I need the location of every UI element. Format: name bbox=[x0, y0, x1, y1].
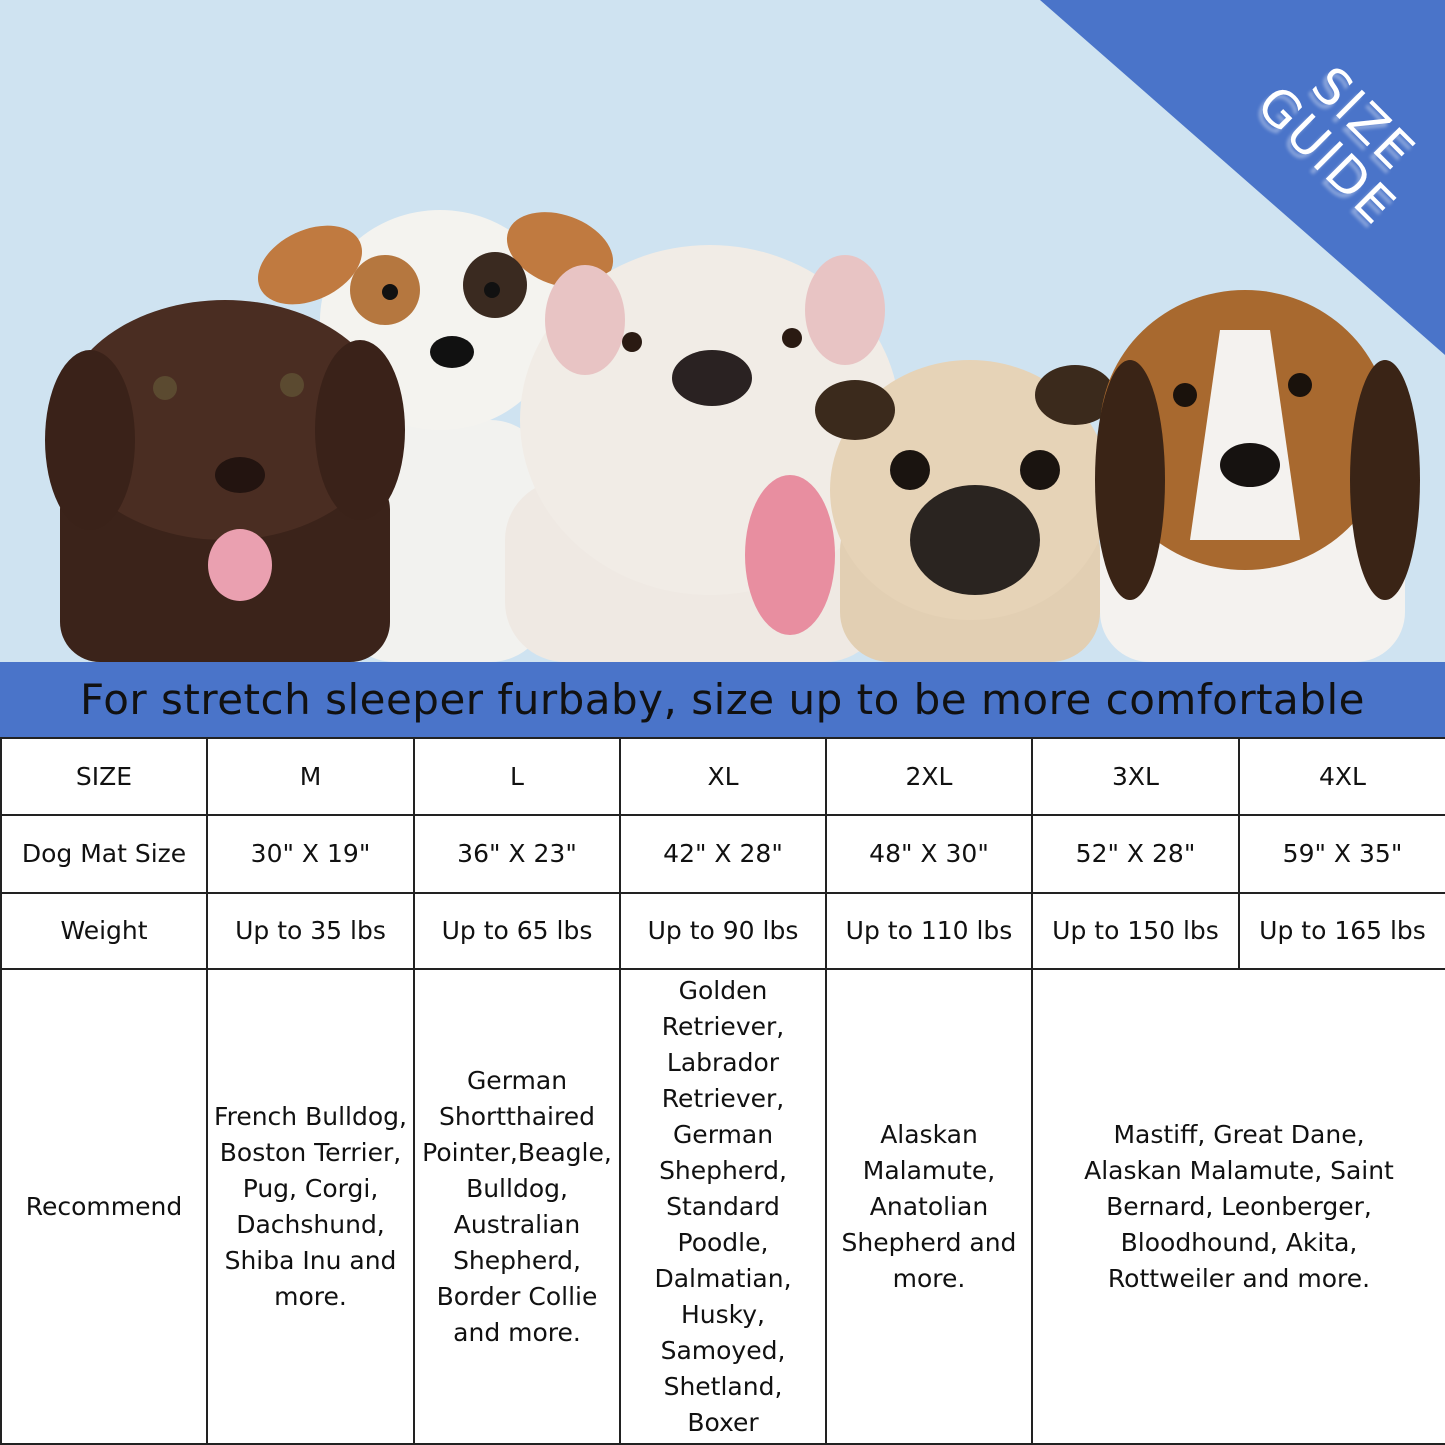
table-cell: Up to 110 lbs bbox=[825, 892, 1033, 970]
header-cell: SIZE bbox=[0, 737, 208, 816]
dog-chocolate-lab bbox=[45, 300, 405, 662]
table-cell: Golden Retriever, Labrador Retriever, Ge… bbox=[619, 968, 827, 1445]
table-cell: Up to 65 lbs bbox=[413, 892, 621, 970]
header-cell: XL bbox=[619, 737, 827, 816]
table-cell: German Shortthaired Pointer,Beagle, Bull… bbox=[413, 968, 621, 1445]
corner-banner bbox=[1040, 0, 1445, 355]
row-label: Recommend bbox=[0, 968, 208, 1445]
header-cell: 3XL bbox=[1031, 737, 1240, 816]
row-label: Weight bbox=[0, 892, 208, 970]
table-row-recommend: Recommend French Bulldog, Boston Terrier… bbox=[0, 968, 1445, 1445]
table-cell: Up to 35 lbs bbox=[206, 892, 415, 970]
table-cell: Up to 165 lbs bbox=[1238, 892, 1445, 970]
dogs-photo: SIZE GUIDE bbox=[0, 0, 1445, 662]
table-cell: 36" X 23" bbox=[413, 814, 621, 894]
table-cell-merged: Mastiff, Great Dane, Alaskan Malamute, S… bbox=[1031, 968, 1445, 1445]
header-cell: 4XL bbox=[1238, 737, 1445, 816]
dogs-illustration bbox=[45, 0, 1445, 662]
table-cell: Up to 90 lbs bbox=[619, 892, 827, 970]
table-cell: 52" X 28" bbox=[1031, 814, 1240, 894]
table-row-weight: Weight Up to 35 lbs Up to 65 lbs Up to 9… bbox=[0, 892, 1445, 970]
header-cell: 2XL bbox=[825, 737, 1033, 816]
dog-pug bbox=[815, 360, 1115, 662]
tip-banner: For stretch sleeper furbaby, size up to … bbox=[0, 662, 1445, 737]
table-header-row: SIZE M L XL 2XL 3XL 4XL bbox=[0, 737, 1445, 816]
header-cell: L bbox=[413, 737, 621, 816]
table-cell: 48" X 30" bbox=[825, 814, 1033, 894]
dog-bulldog bbox=[505, 245, 900, 662]
dog-beagle bbox=[1095, 290, 1420, 662]
table-cell: Alaskan Malamute, Anatolian Shepherd and… bbox=[825, 968, 1033, 1445]
row-label: Dog Mat Size bbox=[0, 814, 208, 894]
header-cell: M bbox=[206, 737, 415, 816]
table-cell: 30" X 19" bbox=[206, 814, 415, 894]
table-cell: French Bulldog, Boston Terrier, Pug, Cor… bbox=[206, 968, 415, 1445]
size-table: SIZE M L XL 2XL 3XL 4XL Dog Mat Size 30"… bbox=[0, 737, 1445, 1445]
table-cell: 42" X 28" bbox=[619, 814, 827, 894]
table-cell: Up to 150 lbs bbox=[1031, 892, 1240, 970]
table-cell: 59" X 35" bbox=[1238, 814, 1445, 894]
tip-banner-text: For stretch sleeper furbaby, size up to … bbox=[80, 675, 1365, 724]
table-row-mat-size: Dog Mat Size 30" X 19" 36" X 23" 42" X 2… bbox=[0, 814, 1445, 894]
